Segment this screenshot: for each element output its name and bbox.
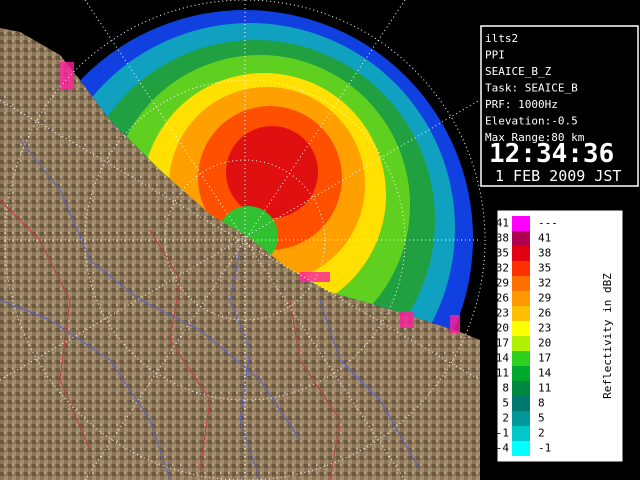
legend-low: 14 <box>496 352 510 365</box>
legend-swatch <box>512 306 530 321</box>
legend-low: 29 <box>496 277 509 290</box>
legend-high: 8 <box>538 397 545 410</box>
map <box>0 0 486 480</box>
legend-high: 26 <box>538 307 551 320</box>
legend-low: 5 <box>502 397 509 410</box>
legend-swatch <box>512 321 530 336</box>
legend-swatch <box>512 291 530 306</box>
legend-high: 41 <box>538 232 551 245</box>
info-line: Max Range:80 km <box>485 131 585 144</box>
legend-low: 17 <box>496 337 509 350</box>
legend-high: 14 <box>538 367 552 380</box>
legend-swatch <box>512 231 530 246</box>
legend-high: 17 <box>538 352 551 365</box>
land <box>0 28 480 480</box>
legend-swatch <box>512 261 530 276</box>
legend-swatch <box>512 216 530 231</box>
legend-high: 2 <box>538 427 545 440</box>
legend-title: Reflectivity in dBZ <box>601 273 614 399</box>
legend-high: 29 <box>538 292 551 305</box>
legend-low: -4 <box>496 442 510 455</box>
range-rings <box>0 0 486 480</box>
legend: >41 --- 38 41 35 38 32 35 29 32 26 29 23 26 20 23 17 20 14… <box>489 209 624 463</box>
info-line: PPI <box>485 49 505 62</box>
info-box <box>480 25 639 187</box>
info-panel: ilts2 PPI SEAICE_B_Z Task: SEAICE_B PRF: 100… <box>480 25 639 187</box>
info-line: PRF: 1000Hz <box>485 98 558 111</box>
legend-low: 32 <box>496 262 509 275</box>
legend-swatch <box>512 441 530 456</box>
legend-high: 35 <box>538 262 551 275</box>
legend-swatch <box>512 411 530 426</box>
legend-swatch <box>512 351 530 366</box>
rivers <box>0 139 421 480</box>
legend-high: 38 <box>538 247 551 260</box>
legend-high: 20 <box>538 337 551 350</box>
legend-low: 8 <box>502 382 509 395</box>
legend-swatch <box>512 381 530 396</box>
legend-high: 23 <box>538 322 551 335</box>
legend-high: 32 <box>538 277 551 290</box>
info-line: ilts2 <box>485 32 518 45</box>
date: 1 FEB 2009 JST <box>495 167 621 185</box>
legend-low: 26 <box>496 292 509 305</box>
legend-swatch <box>512 366 530 381</box>
legend-low: 23 <box>496 307 509 320</box>
legend-swatch <box>512 426 530 441</box>
legend-low: 11 <box>496 367 509 380</box>
legend-high: --- <box>538 217 558 230</box>
legend-high: -1 <box>538 442 551 455</box>
legend-low: 35 <box>496 247 509 260</box>
legend-low: 38 <box>496 232 509 245</box>
legend-low: >41 <box>489 217 509 230</box>
legend-swatch <box>512 396 530 411</box>
legend-swatch <box>512 336 530 351</box>
info-line: Elevation:-0.5 <box>485 115 578 128</box>
time: 12:34:36 <box>489 139 614 169</box>
legend-swatch <box>512 246 530 261</box>
info-line: SEAICE_B_Z <box>485 65 552 78</box>
info-line: Task: SEAICE_B <box>485 82 578 95</box>
legend-low: 20 <box>496 322 509 335</box>
legend-low: -1 <box>496 427 509 440</box>
legend-swatch <box>512 276 530 291</box>
legend-low: 2 <box>502 412 509 425</box>
legend-high: 11 <box>538 382 551 395</box>
legend-high: 5 <box>538 412 545 425</box>
